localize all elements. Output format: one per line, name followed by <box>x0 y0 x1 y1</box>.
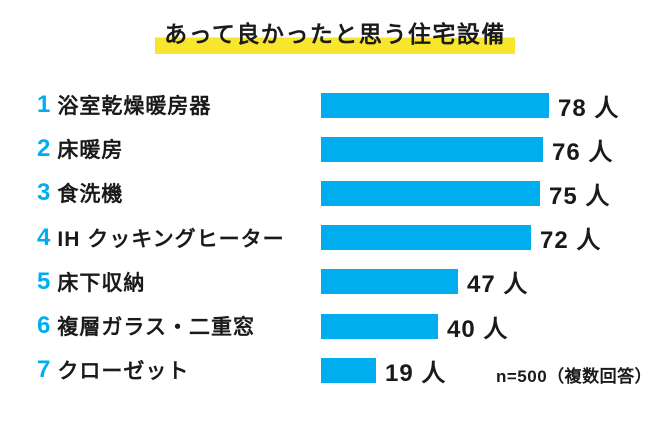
category-label: 床暖房 <box>57 139 124 163</box>
bar <box>321 357 376 383</box>
value-label: 72 人 <box>540 227 602 255</box>
category-label: IH クッキングヒーター <box>57 227 285 251</box>
chart-row: 3 食洗機 75 人 <box>0 171 670 215</box>
value-label: 75 人 <box>549 182 611 210</box>
chart-row: 2 床暖房 76 人 <box>0 127 670 171</box>
chart-row: 5 床下収納 47 人 <box>0 260 670 304</box>
chart-row: 4 IH クッキングヒーター 72 人 <box>0 216 670 260</box>
bar <box>321 313 438 339</box>
rank-number: 1 <box>37 91 51 119</box>
row-label-group: 5 床下収納 <box>37 267 321 297</box>
value-label: 40 人 <box>447 315 509 343</box>
row-label-group: 7 クローゼット <box>37 355 321 385</box>
bar <box>321 225 531 251</box>
category-label: 浴室乾燥暖房器 <box>57 95 212 119</box>
rank-number: 6 <box>37 312 51 340</box>
chart-title-wrap: あって良かったと思う住宅設備 <box>0 20 670 54</box>
category-label: 食洗機 <box>57 183 124 207</box>
category-label: 床下収納 <box>57 271 146 295</box>
row-label-group: 3 食洗機 <box>37 178 321 208</box>
bar <box>321 180 540 206</box>
row-label-group: 4 IH クッキングヒーター <box>37 223 321 253</box>
bar <box>321 92 549 118</box>
chart-row: 7 クローゼット 19 人 <box>0 348 670 392</box>
chart-title: あって良かったと思う住宅設備 <box>155 20 515 54</box>
row-label-group: 2 床暖房 <box>37 134 321 164</box>
rank-number: 7 <box>37 356 51 384</box>
rank-number: 2 <box>37 135 51 163</box>
bar <box>321 269 458 295</box>
value-label: 76 人 <box>552 138 614 166</box>
rank-number: 4 <box>37 223 51 251</box>
row-label-group: 6 複層ガラス・二重窓 <box>37 311 321 341</box>
bar-chart: 1 浴室乾燥暖房器 78 人 2 床暖房 76 人 3 食洗機 75 人 4 IH クッキングヒータ… <box>0 83 670 392</box>
bar <box>321 136 543 162</box>
value-label: 19 人 <box>385 359 447 387</box>
rank-number: 3 <box>37 179 51 207</box>
category-label: 複層ガラス・二重窓 <box>57 316 255 340</box>
chart-row: 6 複層ガラス・二重窓 40 人 <box>0 304 670 348</box>
chart-row: 1 浴室乾燥暖房器 78 人 <box>0 83 670 127</box>
category-label: クローゼット <box>57 360 190 384</box>
value-label: 78 人 <box>558 94 620 122</box>
rank-number: 5 <box>37 267 51 295</box>
row-label-group: 1 浴室乾燥暖房器 <box>37 90 321 120</box>
value-label: 47 人 <box>467 271 529 299</box>
sample-size-note: n=500（複数回答） <box>496 367 653 386</box>
